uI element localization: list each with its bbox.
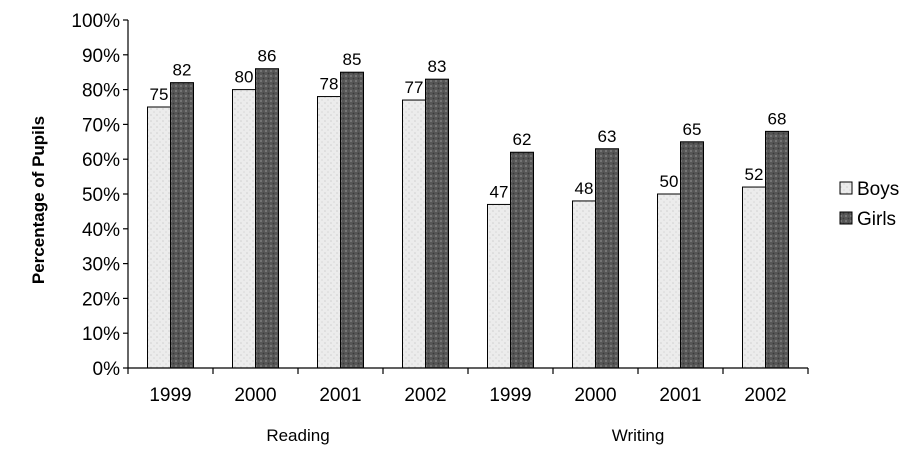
data-label-boys: 80	[235, 68, 254, 87]
data-label-girls: 86	[258, 47, 277, 66]
x-tick-label: 2000	[574, 385, 616, 406]
data-label-boys: 78	[320, 75, 339, 94]
bar-boys	[742, 186, 766, 369]
bar-boys	[657, 193, 681, 369]
data-label-girls: 82	[173, 61, 192, 80]
y-tick-label: 10%	[82, 324, 120, 345]
bar-girls	[765, 130, 789, 369]
data-label-boys: 48	[575, 179, 594, 198]
bar-girls	[425, 78, 449, 369]
bar-girls	[510, 151, 534, 369]
bar-boys	[232, 89, 256, 369]
y-tick-label: 70%	[82, 115, 120, 136]
y-tick-label: 50%	[82, 185, 120, 206]
data-label-boys: 47	[490, 182, 509, 201]
y-axis-title: Percentage of Pupils	[29, 116, 48, 284]
x-tick-label: 2002	[744, 385, 786, 406]
y-tick-label: 90%	[82, 46, 120, 67]
y-tick-label: 30%	[82, 255, 120, 276]
data-label-girls: 63	[598, 127, 617, 146]
y-tick-label: 100%	[71, 11, 120, 32]
legend-swatch-boys	[839, 181, 853, 195]
data-label-girls: 83	[428, 57, 447, 76]
x-tick-label: 2002	[404, 385, 446, 406]
bar-boys	[572, 200, 596, 369]
y-tick-label: 60%	[82, 150, 120, 171]
bar-boys	[317, 96, 341, 369]
data-label-boys: 50	[660, 172, 679, 191]
bar-girls	[255, 68, 279, 369]
x-tick-label: 2000	[234, 385, 276, 406]
legend: Boys Girls	[839, 179, 899, 230]
y-tick-label: 20%	[82, 289, 120, 310]
y-axis: 0% 10% 20% 30% 40% 50% 60% 70% 80% 90% 100%	[71, 11, 129, 380]
legend-label-boys: Boys	[857, 179, 899, 200]
x-tick-label: 1999	[489, 385, 531, 406]
bar-girls	[680, 141, 704, 369]
data-label-boys: 52	[745, 165, 764, 184]
x-tick-label: 2001	[319, 385, 361, 406]
bar-boys	[147, 106, 171, 369]
group-label: Writing	[612, 426, 665, 445]
bar-girls	[170, 82, 194, 369]
legend-label-girls: Girls	[857, 209, 896, 230]
y-tick-label: 40%	[82, 220, 120, 241]
bar-boys	[487, 203, 511, 369]
x-tick-label: 1999	[149, 385, 191, 406]
y-tick-label: 80%	[82, 81, 120, 102]
bar-girls	[595, 148, 619, 369]
data-label-girls: 62	[513, 130, 532, 149]
data-label-boys: 75	[150, 85, 169, 104]
data-label-girls: 68	[768, 109, 787, 128]
data-label-girls: 65	[683, 120, 702, 139]
x-axis: 1999 2000 2001 2002 1999 2000 2001 2002 Reading W…	[127, 367, 809, 445]
group-label: Reading	[266, 426, 329, 445]
x-tick-label: 2001	[659, 385, 701, 406]
legend-swatch-girls	[839, 211, 853, 225]
data-label-boys: 77	[405, 78, 424, 97]
bar-girls	[340, 71, 364, 369]
data-label-girls: 85	[343, 50, 362, 69]
bar-boys	[402, 99, 426, 369]
y-tick-label: 0%	[93, 359, 121, 380]
